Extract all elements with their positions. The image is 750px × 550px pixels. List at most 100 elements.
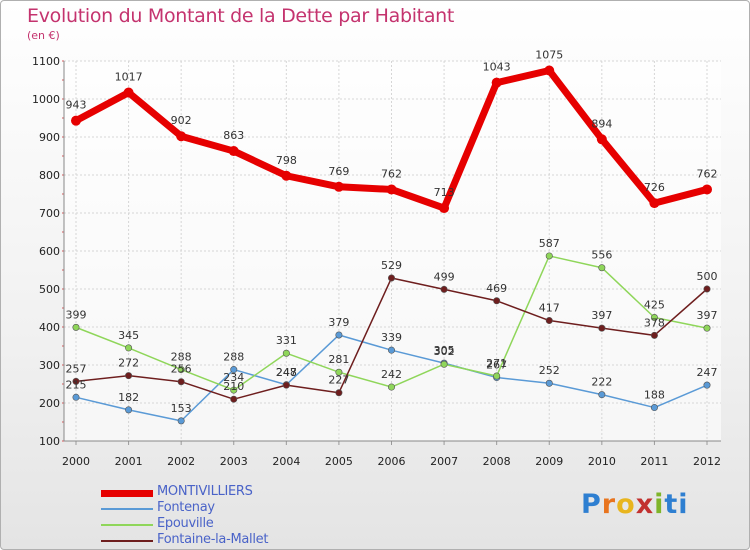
data-label: 247: [276, 366, 297, 379]
data-point: [440, 360, 448, 368]
data-point: [703, 285, 711, 293]
legend-swatch: [101, 540, 153, 542]
x-tick-label: 2012: [693, 455, 721, 468]
data-point: [387, 383, 395, 391]
x-tick-label: 2006: [378, 455, 406, 468]
data-label: 1075: [535, 49, 563, 62]
y-tick-label: 100: [39, 435, 60, 448]
data-label: 378: [644, 316, 665, 329]
data-label: 305: [434, 344, 455, 357]
chart-title: Evolution du Montant de la Dette par Hab…: [27, 5, 455, 27]
data-label: 379: [328, 316, 349, 329]
data-point: [282, 381, 290, 389]
data-point: [387, 274, 395, 282]
data-label: 1043: [483, 61, 511, 74]
logo-letter: o: [616, 489, 636, 520]
x-tick-label: 2003: [220, 455, 248, 468]
data-point: [598, 324, 606, 332]
data-point: [386, 184, 397, 195]
logo-letter: i: [678, 489, 689, 520]
data-label: 1017: [115, 71, 143, 84]
data-point: [545, 379, 553, 387]
legend-swatch: [101, 508, 153, 510]
data-point: [544, 65, 555, 76]
x-tick-label: 2009: [535, 455, 563, 468]
legend-label: MONTIVILLIERS: [157, 484, 253, 499]
data-point: [230, 395, 238, 403]
data-label: 247: [697, 366, 718, 379]
data-label: 331: [276, 334, 297, 347]
data-label: 288: [223, 351, 244, 364]
data-label: 345: [118, 329, 139, 342]
data-label: 288: [171, 351, 192, 364]
x-tick-label: 2000: [62, 455, 90, 468]
data-label: 182: [118, 391, 139, 404]
data-point: [440, 285, 448, 293]
data-label: 469: [486, 282, 507, 295]
data-label: 302: [434, 345, 455, 358]
y-tick-label: 900: [39, 131, 60, 144]
data-point: [125, 372, 133, 380]
x-tick-label: 2005: [325, 455, 353, 468]
data-label: 943: [66, 99, 87, 112]
data-point: [71, 115, 81, 126]
data-point: [703, 381, 711, 389]
data-point: [545, 252, 553, 260]
data-label: 769: [328, 165, 349, 178]
x-tick-label: 2010: [588, 455, 616, 468]
data-point: [281, 170, 292, 181]
y-tick-label: 1000: [32, 93, 60, 106]
legend-label: Fontaine-la-Mallet: [157, 532, 269, 547]
data-point: [493, 372, 501, 380]
data-point: [177, 417, 185, 425]
data-point: [650, 331, 658, 339]
data-point: [333, 181, 344, 192]
data-label: 399: [66, 308, 87, 321]
data-point: [493, 297, 501, 305]
data-point: [125, 344, 133, 352]
data-label: 762: [697, 167, 718, 180]
logo-letter: r: [601, 489, 617, 520]
x-tick-label: 2002: [167, 455, 195, 468]
data-point: [649, 198, 660, 209]
data-label: 227: [328, 374, 349, 387]
data-point: [177, 366, 185, 374]
data-label: 397: [697, 309, 718, 322]
data-label: 242: [381, 368, 402, 381]
data-label: 417: [539, 302, 560, 315]
data-label: 339: [381, 331, 402, 344]
data-label: 713: [434, 186, 455, 199]
data-label: 529: [381, 259, 402, 272]
legend-swatch: [101, 489, 153, 497]
data-point: [335, 331, 343, 339]
legend-label: Epouville: [157, 516, 214, 531]
y-tick-label: 600: [39, 245, 60, 258]
data-point: [72, 323, 80, 331]
data-label: 248: [276, 366, 297, 379]
data-label: 425: [644, 299, 665, 312]
data-label: 271: [486, 357, 507, 370]
data-label: 902: [171, 114, 192, 127]
proxiti-logo: Proxiti: [581, 489, 689, 520]
data-point: [650, 313, 658, 321]
data-point: [439, 203, 450, 214]
data-point: [230, 386, 238, 394]
x-tick-label: 2001: [115, 455, 143, 468]
data-label: 894: [591, 117, 612, 130]
data-point: [545, 317, 553, 325]
data-label: 267: [486, 359, 507, 372]
legend-swatch: [101, 524, 153, 526]
data-point: [650, 404, 658, 412]
data-label: 726: [644, 181, 665, 194]
data-label: 762: [381, 167, 402, 180]
data-point: [598, 391, 606, 399]
data-point: [335, 389, 343, 397]
data-point: [335, 368, 343, 376]
x-tick-label: 2007: [430, 455, 458, 468]
data-label: 499: [434, 270, 455, 283]
data-point: [228, 146, 239, 157]
data-label: 234: [223, 371, 244, 384]
y-tick-label: 400: [39, 321, 60, 334]
y-tick-label: 300: [39, 359, 60, 372]
y-tick-label: 800: [39, 169, 60, 182]
